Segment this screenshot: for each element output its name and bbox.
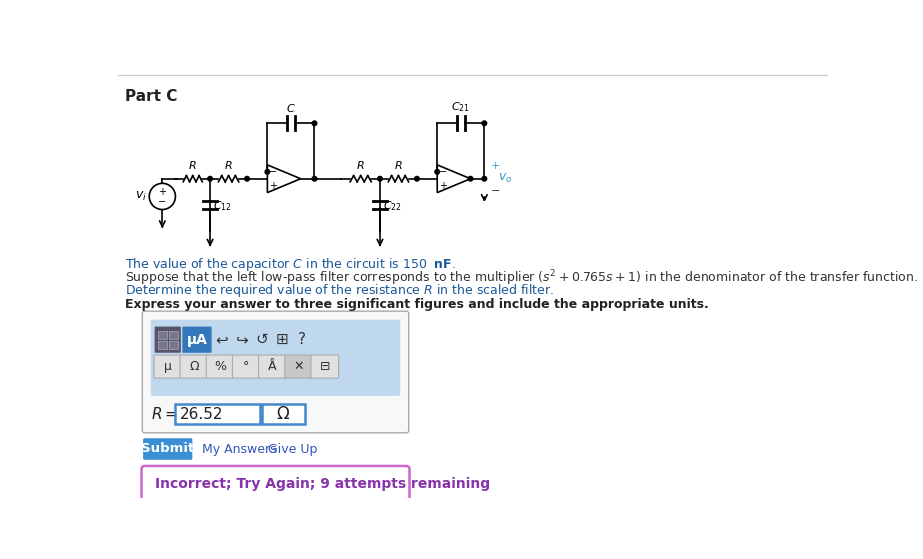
Text: The value of the capacitor $C$ in the circuit is 150  $\mathbf{nF}$.: The value of the capacitor $C$ in the ci… — [126, 255, 456, 273]
Text: Determine the required value of the resistance $R$ in the scaled filter.: Determine the required value of the resi… — [126, 282, 555, 299]
Polygon shape — [438, 165, 471, 193]
Text: −: − — [269, 167, 277, 177]
Bar — [159, 341, 167, 349]
Bar — [159, 331, 167, 339]
Text: $C_{12}$: $C_{12}$ — [213, 199, 232, 212]
Text: µA: µA — [186, 333, 208, 347]
Text: $C$: $C$ — [286, 102, 295, 114]
Text: µ: µ — [163, 360, 172, 373]
FancyBboxPatch shape — [141, 466, 410, 501]
Text: $R$: $R$ — [188, 159, 198, 171]
FancyBboxPatch shape — [143, 438, 192, 460]
FancyBboxPatch shape — [142, 311, 409, 433]
Text: $R$: $R$ — [224, 159, 233, 171]
FancyBboxPatch shape — [183, 326, 211, 353]
FancyBboxPatch shape — [206, 355, 234, 378]
Text: ↺: ↺ — [256, 332, 268, 347]
Text: $R=$: $R=$ — [150, 406, 177, 423]
Text: Incorrect; Try Again; 9 attempts remaining: Incorrect; Try Again; 9 attempts remaini… — [155, 477, 490, 491]
Text: $v_o$: $v_o$ — [498, 172, 512, 185]
Text: +: + — [490, 162, 500, 172]
FancyBboxPatch shape — [233, 355, 260, 378]
Text: ⊞: ⊞ — [275, 332, 288, 347]
Text: ↩: ↩ — [215, 332, 228, 347]
Text: $R$: $R$ — [356, 159, 365, 171]
FancyBboxPatch shape — [258, 355, 286, 378]
Text: ?: ? — [298, 332, 306, 347]
Bar — [169, 341, 178, 349]
Text: Ω: Ω — [189, 360, 198, 373]
Circle shape — [312, 177, 317, 181]
Text: My Answers: My Answers — [201, 443, 276, 456]
Text: Express your answer to three significant figures and include the appropriate uni: Express your answer to three significant… — [126, 298, 709, 311]
Circle shape — [435, 169, 439, 174]
Text: +: + — [159, 187, 166, 197]
Circle shape — [378, 177, 382, 181]
Text: ⊟: ⊟ — [319, 360, 330, 373]
FancyBboxPatch shape — [311, 355, 339, 378]
Text: %: % — [214, 360, 226, 373]
FancyBboxPatch shape — [175, 404, 260, 424]
Text: Submit: Submit — [141, 443, 195, 456]
Text: +: + — [438, 181, 447, 191]
Circle shape — [312, 121, 317, 126]
Circle shape — [245, 177, 249, 181]
Text: Give Up: Give Up — [268, 443, 318, 456]
Text: ↪: ↪ — [235, 332, 248, 347]
Text: 26.52: 26.52 — [180, 407, 223, 422]
Text: Part C: Part C — [126, 89, 178, 103]
Text: °: ° — [243, 360, 249, 373]
Text: Suppose that the left low-pass filter corresponds to the multiplier $(s^2 + 0.76: Suppose that the left low-pass filter co… — [126, 269, 918, 288]
FancyBboxPatch shape — [154, 355, 182, 378]
FancyBboxPatch shape — [262, 404, 305, 424]
Bar — [169, 331, 178, 339]
Circle shape — [265, 169, 270, 174]
FancyBboxPatch shape — [180, 355, 208, 378]
Text: +: + — [269, 181, 277, 191]
Circle shape — [468, 177, 473, 181]
Polygon shape — [268, 165, 301, 193]
Circle shape — [482, 177, 486, 181]
Text: −: − — [490, 186, 500, 196]
Circle shape — [414, 177, 419, 181]
FancyBboxPatch shape — [155, 326, 181, 353]
FancyBboxPatch shape — [285, 355, 313, 378]
Text: −: − — [438, 167, 447, 177]
Text: ✕: ✕ — [294, 360, 304, 373]
Text: $C_{22}$: $C_{22}$ — [383, 199, 402, 212]
Text: Ω: Ω — [277, 405, 290, 423]
Circle shape — [482, 121, 486, 126]
Text: −: − — [158, 197, 166, 207]
Text: $v_i$: $v_i$ — [135, 190, 147, 203]
Text: $R$: $R$ — [394, 159, 402, 171]
Circle shape — [208, 177, 212, 181]
Text: $C_{21}$: $C_{21}$ — [451, 100, 471, 114]
FancyBboxPatch shape — [150, 320, 401, 396]
Text: Å: Å — [269, 360, 277, 373]
